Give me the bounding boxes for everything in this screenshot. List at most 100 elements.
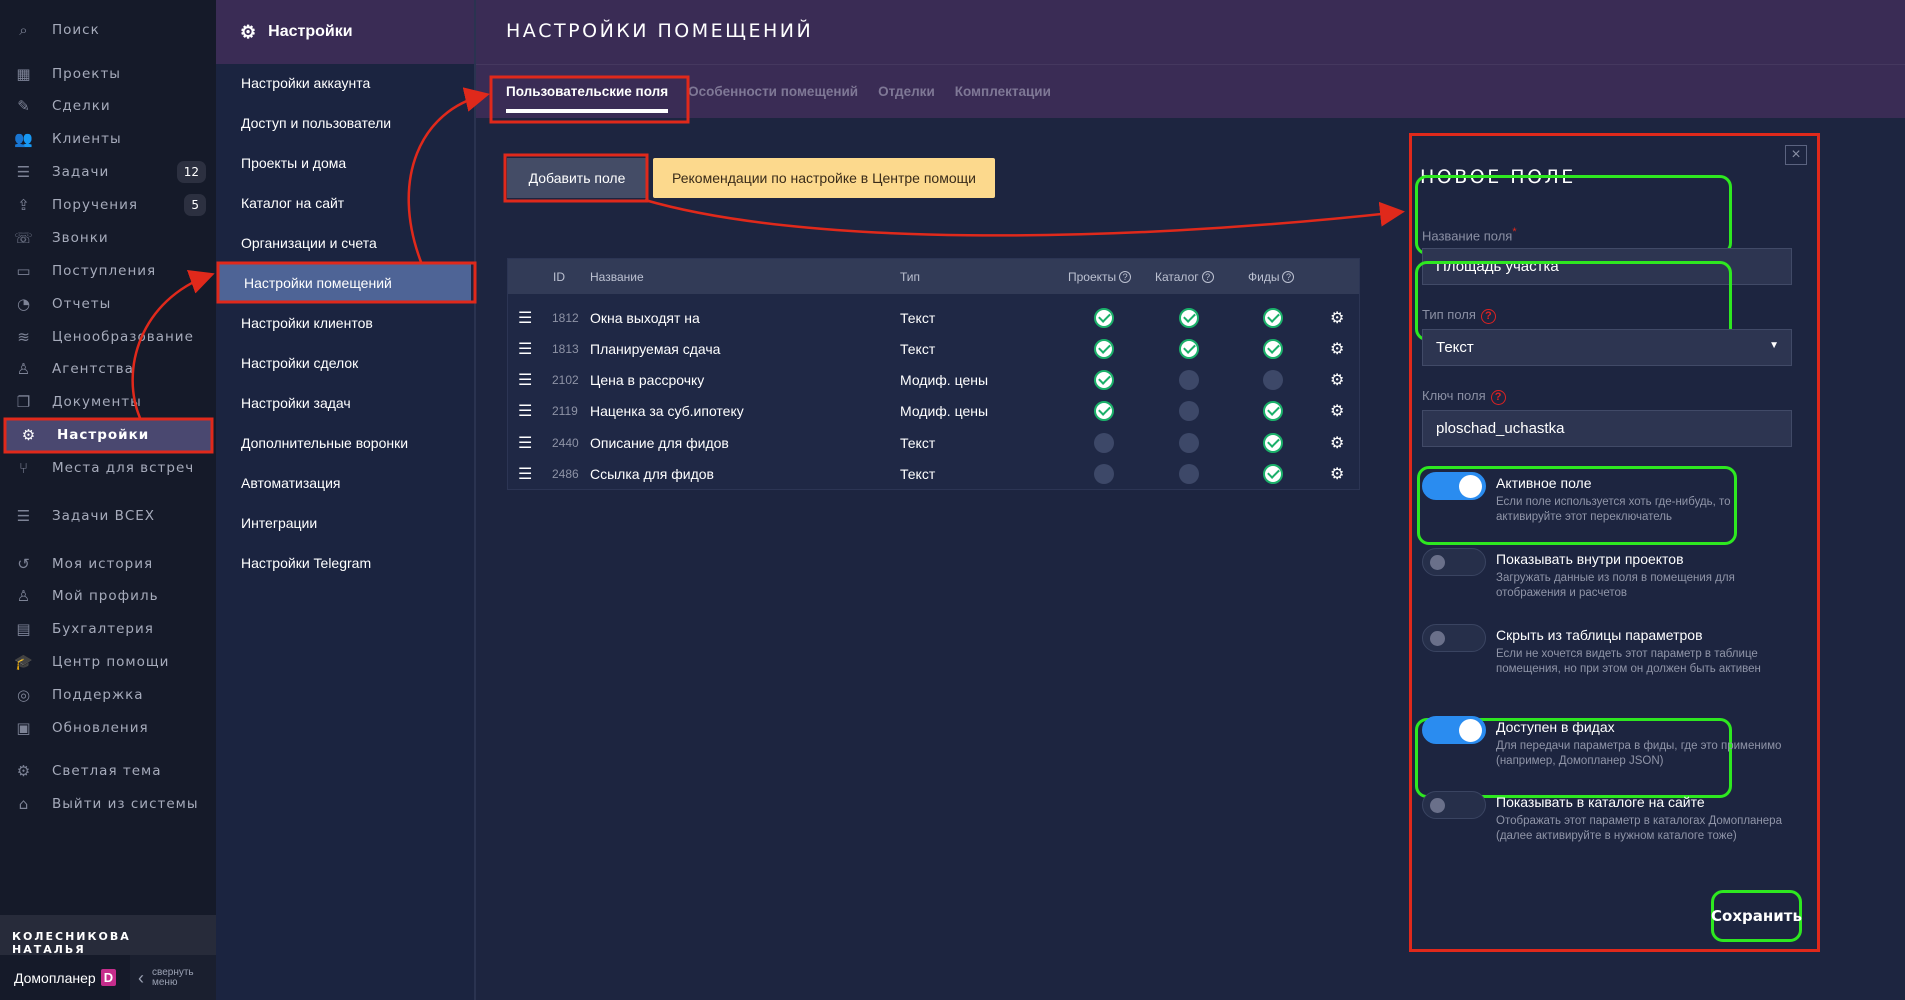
tab[interactable]: Отделки: [878, 84, 935, 99]
sidebar-item[interactable]: ⌂ Выйти из системы: [0, 788, 216, 820]
drag-handle-icon[interactable]: ☰: [518, 466, 533, 483]
help-icon[interactable]: ?: [1119, 270, 1132, 283]
sidebar-item[interactable]: ↺ Моя история: [0, 548, 216, 580]
settings-menu-item[interactable]: Настройки сделок: [241, 355, 359, 371]
table-row: ☰ 2119 Наценка за суб.ипотеку Модиф. цен…: [508, 396, 1359, 427]
drag-handle-icon[interactable]: ☰: [518, 434, 533, 452]
sidebar-item[interactable]: ☰ Задачи ВСЕХ: [0, 500, 216, 532]
sidebar-item[interactable]: ▤ Бухгалтерия: [0, 613, 216, 645]
help-icon[interactable]: ?: [1480, 309, 1496, 324]
collapse-menu-button[interactable]: ‹ свернуть меню: [130, 955, 216, 1000]
save-button[interactable]: Сохранить: [1711, 890, 1802, 942]
empty-circle-icon[interactable]: [1179, 370, 1199, 391]
check-circle-icon[interactable]: [1263, 432, 1283, 453]
user-name[interactable]: КОЛЕСНИКОВА НАТАЛЬЯ: [0, 915, 216, 956]
add-field-button[interactable]: Добавить поле: [507, 158, 647, 198]
sidebar-item[interactable]: ▭ Поступления: [0, 255, 216, 287]
check-circle-icon[interactable]: [1263, 307, 1283, 328]
check-circle-icon[interactable]: [1094, 401, 1114, 422]
sidebar-item[interactable]: ✎ Сделки: [0, 90, 216, 122]
row-name[interactable]: Планируемая сдача: [590, 340, 721, 357]
check-circle-icon[interactable]: [1094, 338, 1114, 359]
toggle-switch[interactable]: [1422, 472, 1486, 500]
empty-circle-icon[interactable]: [1094, 432, 1114, 453]
empty-circle-icon[interactable]: [1179, 432, 1199, 453]
field-key-input[interactable]: ploschad_uchastka: [1422, 410, 1792, 447]
row-name[interactable]: Наценка за суб.ипотеку: [590, 403, 744, 420]
close-icon[interactable]: ×: [1785, 145, 1807, 165]
sidebar-item[interactable]: ☰ Задачи 12: [0, 156, 216, 188]
sidebar-item[interactable]: ▣ Обновления: [0, 712, 216, 744]
gear-icon[interactable]: ⚙: [1330, 466, 1345, 483]
empty-circle-icon[interactable]: [1179, 401, 1199, 422]
empty-circle-icon[interactable]: [1094, 464, 1114, 484]
check-circle-icon[interactable]: [1179, 307, 1199, 328]
col-projects: Проекты?: [1068, 259, 1132, 294]
help-icon[interactable]: ?: [1201, 270, 1214, 283]
sidebar-item[interactable]: ▦ Проекты: [0, 58, 216, 90]
settings-menu-item[interactable]: Настройки Telegram: [241, 555, 372, 571]
settings-menu-item[interactable]: Настройки задач: [241, 395, 351, 411]
settings-menu-item[interactable]: Организации и счета: [241, 235, 377, 251]
building-icon: ▦: [16, 65, 32, 83]
tab[interactable]: Пользовательские поля: [506, 80, 669, 113]
settings-menu-item[interactable]: Настройки клиентов: [241, 315, 373, 331]
toggle-switch[interactable]: [1422, 791, 1486, 819]
sidebar-item[interactable]: ◔ Отчеты: [0, 288, 216, 320]
empty-circle-icon[interactable]: [1179, 464, 1199, 484]
help-icon[interactable]: ?: [1490, 390, 1506, 405]
sidebar-item[interactable]: 🎓 Центр помощи: [0, 646, 216, 678]
brand-name: Домопланер: [14, 969, 96, 986]
row-name[interactable]: Цена в рассрочку: [590, 372, 705, 389]
sidebar-item[interactable]: ≋ Ценообразование: [0, 321, 216, 353]
settings-menu-item[interactable]: Автоматизация: [241, 475, 341, 491]
gear-icon[interactable]: ⚙: [1330, 309, 1345, 327]
sidebar-item[interactable]: ⚙ Настройки: [5, 419, 211, 451]
drag-handle-icon[interactable]: ☰: [518, 372, 533, 390]
check-circle-icon[interactable]: [1094, 307, 1114, 328]
sidebar-item[interactable]: ⚙ Светлая тема: [0, 755, 216, 787]
check-circle-icon[interactable]: [1094, 370, 1114, 391]
help-recommendations-button[interactable]: Рекомендации по настройке в Центре помощ…: [653, 158, 995, 198]
sidebar-item[interactable]: ♙ Мой профиль: [0, 580, 216, 612]
sidebar-item[interactable]: ⇪ Поручения 5: [0, 189, 216, 221]
sidebar-item[interactable]: ♙ Агентства: [0, 353, 216, 385]
toggle-switch[interactable]: [1422, 716, 1486, 744]
row-name[interactable]: Описание для фидов: [590, 434, 729, 451]
settings-menu-item[interactable]: Настройки аккаунта: [241, 75, 371, 91]
sidebar-item-label: Задачи ВСЕХ: [52, 508, 156, 524]
tab[interactable]: Особенности помещений: [688, 84, 859, 99]
gear-icon[interactable]: ⚙: [1330, 372, 1345, 390]
settings-menu-item[interactable]: Проекты и дома: [241, 155, 347, 171]
toggle-switch[interactable]: [1422, 624, 1486, 652]
check-circle-icon[interactable]: [1263, 401, 1283, 422]
sidebar-item[interactable]: ❐ Документы: [0, 386, 216, 418]
check-circle-icon[interactable]: [1179, 338, 1199, 359]
help-icon[interactable]: ?: [1282, 270, 1295, 283]
settings-menu-item[interactable]: Каталог на сайт: [241, 195, 345, 211]
sidebar-item[interactable]: ⑂ Места для встреч: [0, 452, 216, 484]
sidebar-item[interactable]: ⌕ Поиск: [0, 14, 216, 46]
gear-icon[interactable]: ⚙: [1330, 434, 1345, 452]
toggle-switch[interactable]: [1422, 548, 1486, 576]
gear-icon[interactable]: ⚙: [1330, 340, 1345, 358]
check-circle-icon[interactable]: [1263, 464, 1283, 484]
tab[interactable]: Комплектации: [954, 84, 1051, 99]
drag-handle-icon[interactable]: ☰: [518, 403, 533, 421]
sidebar-item-label: Места для встреч: [52, 460, 195, 476]
row-name[interactable]: Окна выходят на: [590, 309, 700, 326]
drag-handle-icon[interactable]: ☰: [518, 340, 533, 358]
settings-menu-item[interactable]: Дополнительные воронки: [241, 435, 409, 451]
sidebar-item[interactable]: ◎ Поддержка: [0, 679, 216, 711]
settings-menu-item[interactable]: Настройки помещений: [219, 264, 471, 302]
drag-handle-icon[interactable]: ☰: [518, 309, 533, 327]
settings-menu-item[interactable]: Интеграции: [241, 515, 318, 531]
row-name[interactable]: Ссылка для фидов: [590, 466, 714, 482]
empty-circle-icon[interactable]: [1263, 370, 1283, 391]
settings-menu-item[interactable]: Доступ и пользователи: [241, 115, 392, 131]
field-type-select[interactable]: Текст ▼: [1422, 329, 1792, 366]
check-circle-icon[interactable]: [1263, 338, 1283, 359]
gear-icon[interactable]: ⚙: [1330, 403, 1345, 421]
sidebar-item[interactable]: ☏ Звонки: [0, 222, 216, 254]
sidebar-item[interactable]: 👥 Клиенты: [0, 123, 216, 155]
